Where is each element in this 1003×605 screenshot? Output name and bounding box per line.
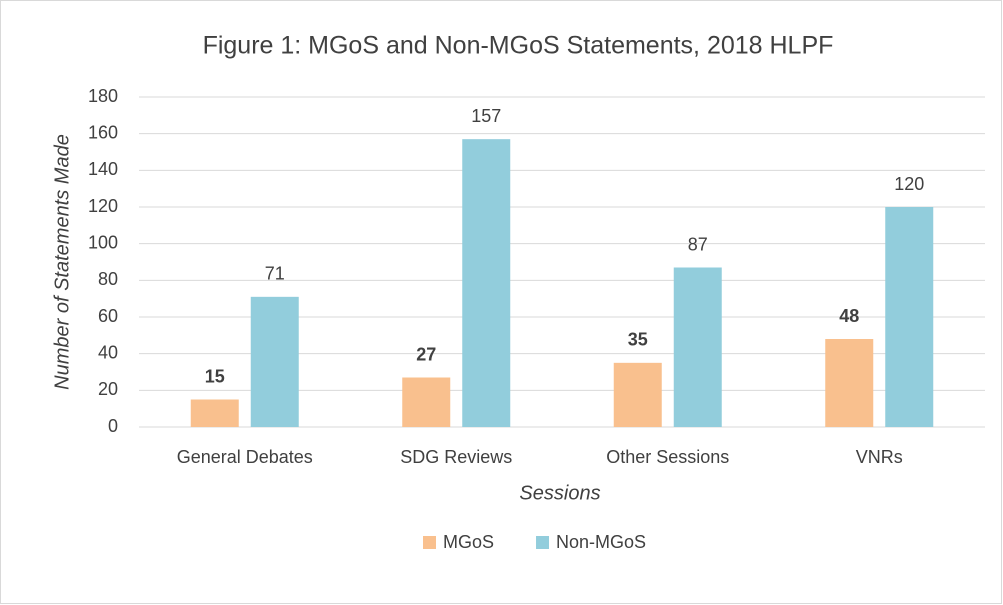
data-label: 15 — [205, 366, 225, 386]
y-tick-label: 20 — [98, 379, 118, 399]
data-label: 157 — [471, 106, 501, 126]
y-tick-label: 40 — [98, 342, 118, 362]
y-tick-label: 80 — [98, 269, 118, 289]
y-tick-label: 140 — [88, 159, 118, 179]
data-label: 71 — [265, 264, 285, 284]
bar — [402, 377, 451, 427]
y-tick-label: 160 — [88, 122, 118, 142]
legend-label: Non-MGoS — [556, 532, 646, 552]
y-axis-title: Number of Statements Made — [51, 134, 73, 390]
y-tick-label: 180 — [88, 86, 118, 106]
y-tick-label: 0 — [108, 416, 118, 436]
bar — [825, 339, 874, 427]
legend-label: MGoS — [443, 532, 494, 552]
x-tick-label: VNRs — [856, 447, 903, 467]
x-tick-label: General Debates — [177, 447, 313, 467]
data-label: 120 — [894, 174, 924, 194]
bar — [250, 296, 299, 427]
data-label: 27 — [416, 344, 436, 364]
y-tick-label: 100 — [88, 232, 118, 252]
x-tick-label: SDG Reviews — [400, 447, 512, 467]
bar — [613, 362, 662, 427]
bar — [462, 139, 511, 427]
chart-title: Figure 1: MGoS and Non-MGoS Statements, … — [203, 32, 834, 60]
bar — [885, 207, 934, 427]
bar — [673, 267, 722, 427]
legend-swatch — [536, 536, 550, 549]
bar — [190, 399, 239, 427]
legend-swatch — [423, 536, 436, 549]
y-tick-label: 120 — [88, 196, 118, 216]
data-label: 87 — [688, 234, 708, 254]
data-label: 48 — [839, 306, 859, 326]
x-axis-title: Sessions — [519, 482, 600, 504]
y-tick-label: 60 — [98, 306, 118, 326]
x-tick-label: Other Sessions — [606, 447, 729, 467]
data-label: 35 — [628, 330, 648, 350]
